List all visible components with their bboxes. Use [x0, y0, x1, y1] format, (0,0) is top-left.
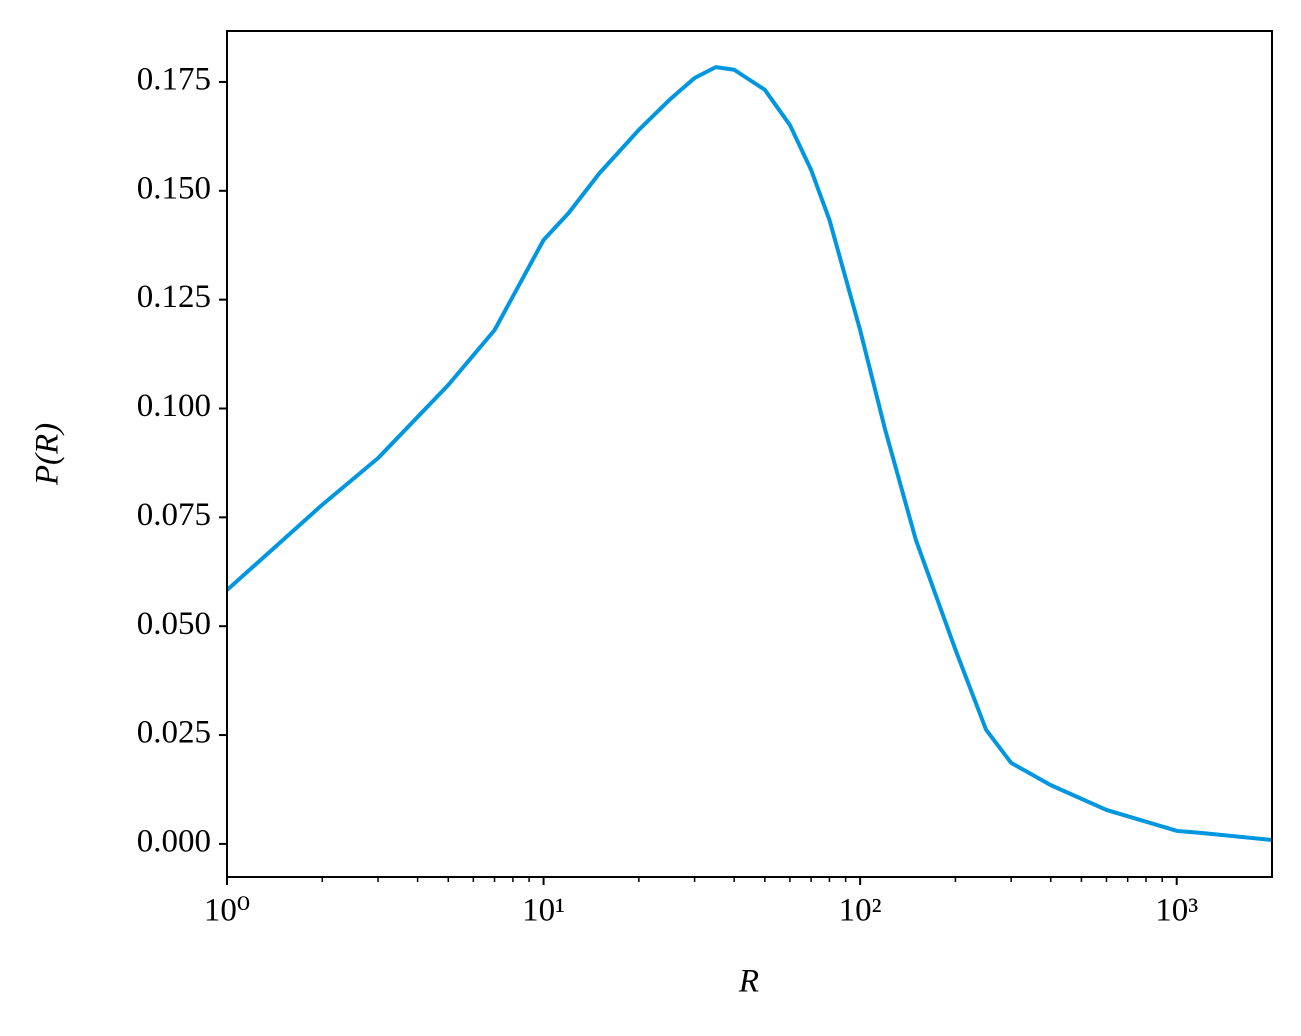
- y-tick-label: 0.150: [137, 170, 211, 206]
- plot-frame: [226, 30, 1273, 878]
- y-tick-label: 0.125: [137, 279, 211, 315]
- x-tick-label: 10⁰: [204, 893, 250, 929]
- y-tick-label: 0.100: [137, 388, 211, 424]
- y-tick-label: 0.050: [137, 606, 211, 642]
- y-tick-label: 0.075: [137, 497, 211, 533]
- x-axis-label: R: [738, 964, 759, 1000]
- x-tick-label: 10¹: [522, 893, 565, 929]
- y-tick-label: 0.175: [137, 62, 211, 98]
- y-axis-label: P(R): [30, 423, 66, 486]
- x-tick-label: 10³: [1155, 893, 1198, 929]
- y-tick-label: 0.025: [137, 715, 211, 751]
- y-tick-label: 0.000: [137, 823, 211, 859]
- x-tick-label: 10²: [839, 893, 882, 929]
- data-line: [225, 65, 1273, 842]
